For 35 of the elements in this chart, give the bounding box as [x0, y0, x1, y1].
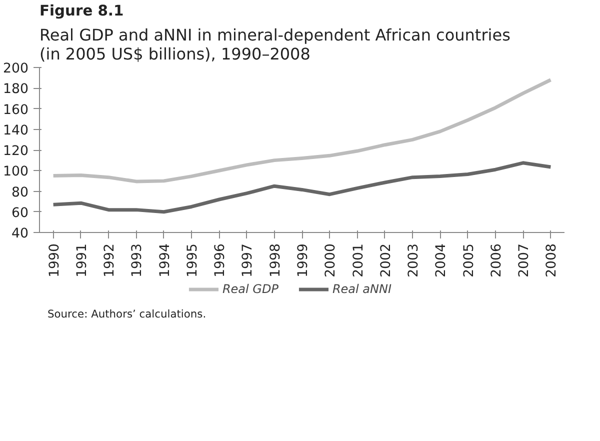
y-tick-label: 140 [3, 123, 29, 138]
chart-title: Figure 8.1 [40, 2, 124, 20]
chart-subtitle: Real GDP and aNNI in mineral-dependent African countries (in 2005 US$ billions), 1990–2008 [40, 26, 510, 64]
x-tick-label: 1999 [296, 243, 311, 278]
x-tick-label: 1995 [185, 243, 200, 278]
y-tick-label: 80 [12, 185, 29, 200]
source-note: Source: Authors’ calculations. [48, 308, 206, 320]
x-tick-label: 1997 [240, 243, 256, 278]
x-tick-label: 1996 [213, 243, 228, 278]
x-tick-label: 2005 [462, 243, 477, 278]
y-tick-label: 200 [3, 62, 29, 76]
x-tick-label: 1993 [130, 243, 146, 278]
y-tick-label: 40 [12, 226, 29, 242]
y-tick-label: 60 [12, 206, 29, 221]
x-tick-label: 2002 [378, 243, 394, 278]
x-tick-label: 2006 [489, 243, 504, 278]
x-tick-label: 1990 [47, 243, 62, 278]
line-series [52, 78, 552, 184]
x-tick-label: 2000 [324, 243, 339, 278]
x-tick-label: 1998 [268, 243, 284, 278]
x-tick-label: 2001 [351, 243, 366, 278]
x-tick-label: 1994 [158, 243, 173, 278]
y-tick-label: 160 [3, 102, 29, 118]
x-tick-label: 1992 [102, 243, 118, 278]
x-tick-label: 1991 [74, 243, 90, 278]
legend-label: Real GDP [222, 282, 278, 296]
line-series [52, 161, 552, 214]
x-tick-label: 2004 [434, 243, 450, 278]
x-tick-label: 2008 [544, 243, 560, 278]
y-tick-label: 120 [3, 144, 29, 159]
x-tick-label: 2003 [406, 243, 422, 278]
x-tick-label: 2007 [517, 243, 532, 278]
legend-label: Real aNNI [332, 282, 392, 296]
y-tick-label: 180 [3, 82, 29, 98]
y-tick-label: 100 [3, 164, 29, 180]
